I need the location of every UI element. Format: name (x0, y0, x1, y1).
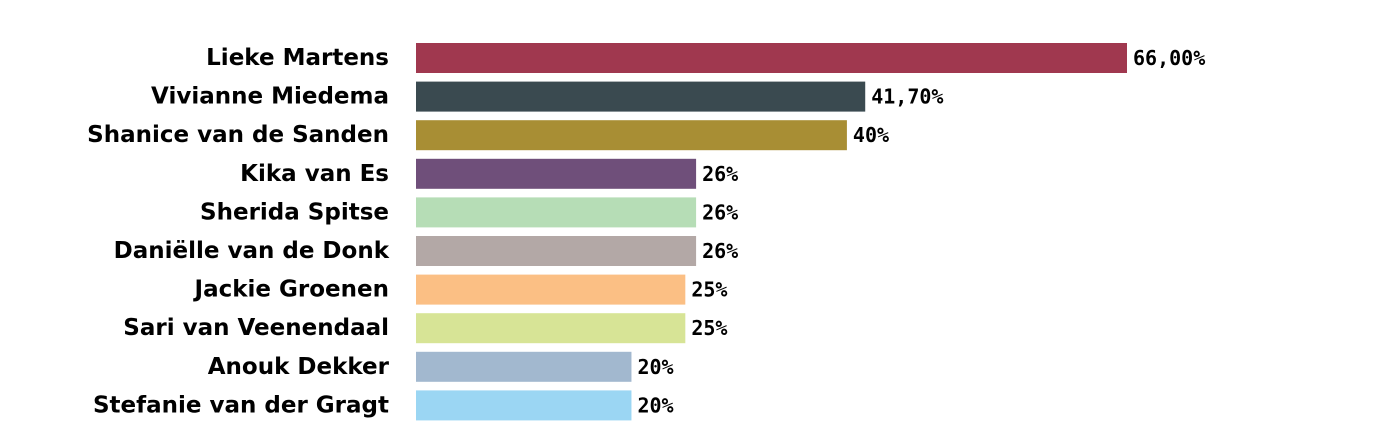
value-label: 40% (853, 123, 889, 147)
category-label: Vivianne Miedema (151, 84, 389, 110)
bar (416, 390, 632, 421)
value-label: 26% (702, 200, 738, 224)
category-label: Anouk Dekker (208, 354, 390, 380)
bar (416, 120, 847, 151)
value-labels: 66,00% 41,70% 40% 26% 26% 26% 25% 25% 20% 20% (637, 46, 1205, 417)
bar (416, 197, 697, 228)
value-label: 20% (637, 393, 673, 417)
category-label: Jackie Groenen (193, 277, 389, 303)
bar (416, 43, 1127, 73)
bar (416, 351, 632, 382)
bar (416, 81, 866, 112)
category-label: Shanice van de Sanden (87, 122, 389, 148)
value-label: 20% (637, 355, 673, 379)
bars (416, 43, 1127, 421)
value-label: 26% (702, 239, 738, 263)
value-label: 25% (691, 278, 727, 302)
bar (416, 236, 697, 266)
value-label: 25% (691, 316, 727, 340)
value-label: 66,00% (1133, 46, 1205, 70)
category-label: Kika van Es (240, 161, 389, 187)
category-label: Daniëlle van de Donk (114, 238, 390, 264)
category-label: Sherida Spitse (200, 199, 389, 225)
bar (416, 274, 686, 305)
value-label: 26% (702, 162, 738, 186)
bar (416, 313, 686, 344)
bar (416, 158, 697, 189)
category-labels: Lieke Martens Vivianne Miedema Shanice van… (87, 45, 390, 418)
category-label: Sari van Veenendaal (123, 315, 389, 341)
category-label: Lieke Martens (206, 45, 389, 71)
value-label: 41,70% (871, 85, 943, 109)
category-label: Stefanie van der Gragt (93, 392, 389, 418)
